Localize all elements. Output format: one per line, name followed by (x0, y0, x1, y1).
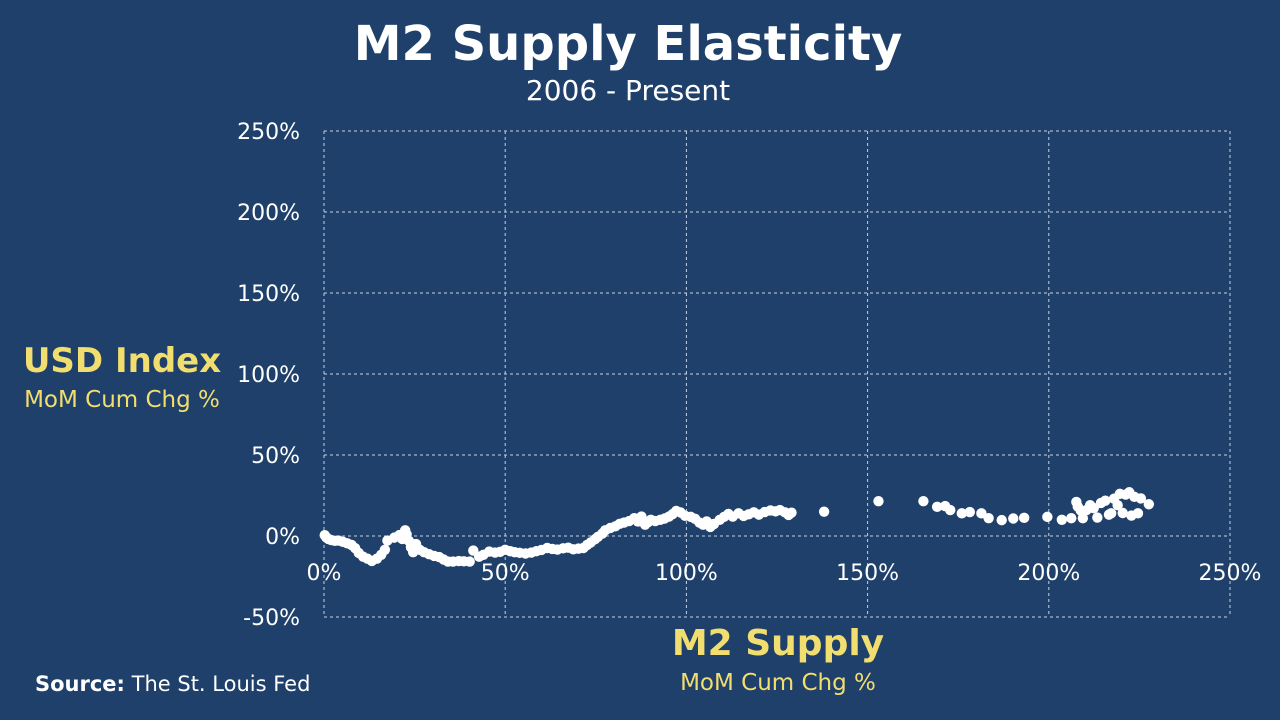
data-point (1100, 495, 1111, 506)
x-axis-sublabel: MoM Cum Chg % (680, 670, 876, 696)
data-point (1117, 507, 1128, 519)
data-point (1056, 514, 1068, 525)
y-tick-label: 150% (237, 282, 300, 307)
data-point (379, 544, 391, 555)
data-point (1077, 512, 1089, 524)
data-point (945, 504, 956, 516)
data-point (918, 495, 929, 507)
y-tick-label: 0% (265, 525, 300, 550)
data-point (1018, 512, 1030, 524)
data-point (1092, 512, 1103, 523)
chart-title: M2 Supply Elasticity (353, 16, 903, 72)
data-point (1132, 508, 1144, 519)
data-point (1066, 512, 1077, 524)
source-prefix: Source: (35, 672, 125, 696)
data-point (964, 506, 975, 518)
data-point (996, 514, 1007, 526)
x-tick-label: 150% (836, 561, 899, 586)
y-tick-label: -50% (243, 606, 300, 631)
data-point (786, 507, 797, 518)
data-point (818, 506, 830, 517)
data-point (1135, 493, 1147, 504)
y-axis-label: USD Index (22, 341, 222, 381)
grid-lines (323, 130, 1231, 618)
data-point (1042, 511, 1053, 523)
y-axis-sublabel: MoM Cum Chg % (24, 387, 220, 413)
x-tick-labels: 0% 50% 100% 150% 200% 250% (307, 561, 1262, 586)
x-tick-label: 0% (307, 561, 342, 586)
data-point (873, 495, 884, 507)
x-tick-label: 50% (481, 561, 530, 586)
source-note: Source: The St. Louis Fed (35, 670, 310, 698)
y-tick-label: 50% (251, 444, 300, 469)
chart-subtitle: 2006 - Present (525, 74, 731, 107)
data-point (1008, 513, 1019, 524)
source-text: The St. Louis Fed (131, 672, 311, 696)
data-point (1112, 500, 1123, 511)
x-tick-label: 100% (655, 561, 718, 586)
data-point (1088, 502, 1099, 514)
x-axis-label: M2 Supply (671, 623, 885, 664)
data-point (931, 501, 943, 513)
data-point (956, 508, 968, 519)
data-point (983, 512, 994, 524)
y-tick-label: 100% (237, 363, 300, 388)
y-tick-label: 250% (237, 120, 300, 145)
x-tick-label: 200% (1017, 561, 1080, 586)
data-points (319, 487, 1155, 567)
y-tick-labels: 250% 200% 150% 100% 50% 0% -50% (237, 120, 300, 631)
data-point (1143, 499, 1155, 510)
y-tick-label: 200% (237, 201, 300, 226)
data-point (1105, 508, 1117, 519)
x-tick-label: 250% (1199, 561, 1262, 586)
data-point (464, 556, 475, 567)
